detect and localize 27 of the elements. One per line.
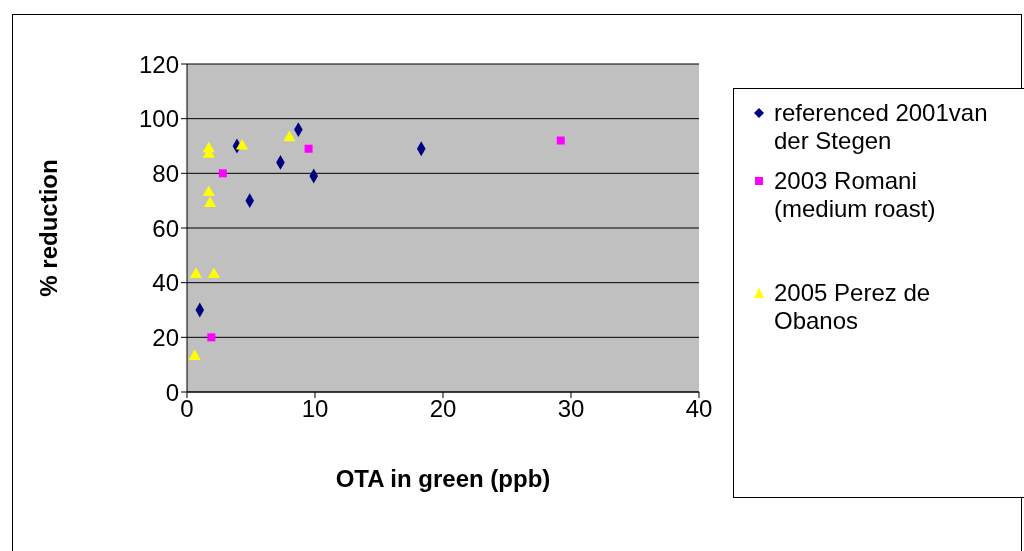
point [207, 267, 220, 278]
x-tick-label: 30 [557, 395, 585, 423]
x-tick-label: 10 [301, 395, 329, 423]
y-tick-label: 20 [152, 323, 179, 351]
point [304, 144, 313, 153]
point [283, 130, 296, 142]
y-axis-title: % reduction [34, 159, 62, 297]
x-tick-label: 20 [429, 395, 457, 423]
y-tick-label: 120 [138, 50, 179, 78]
x-axis-title: OTA in green (ppb) [335, 465, 551, 493]
legend-label: 2005 Perez de Obanos [774, 279, 932, 335]
point [556, 136, 565, 145]
y-tick-label: 80 [152, 159, 179, 187]
x-tick-label: 40 [685, 395, 713, 423]
y-tick-label: 60 [152, 214, 179, 242]
y-tick-label: 100 [138, 105, 179, 133]
point [188, 349, 201, 360]
y-tick-label: 0 [165, 378, 179, 406]
point [218, 169, 227, 178]
point [202, 185, 215, 196]
point [203, 196, 217, 207]
point [189, 267, 203, 278]
point [207, 333, 216, 342]
legend-label: 2003 Romani (medium roast) [774, 167, 937, 223]
point [235, 138, 249, 150]
legend-label: referenced 2001van der Stegen [774, 99, 989, 155]
y-tick-label: 40 [152, 269, 179, 297]
